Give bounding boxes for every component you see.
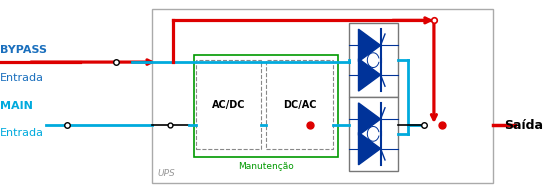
Text: Manutenção: Manutenção (238, 162, 294, 171)
Bar (266, 60, 333, 149)
Text: AC/DC: AC/DC (212, 100, 245, 110)
Bar (349, 97, 398, 171)
Bar (196, 60, 261, 149)
Polygon shape (359, 59, 380, 91)
Text: UPS: UPS (158, 169, 175, 178)
Polygon shape (359, 29, 380, 62)
Text: Saída: Saída (504, 119, 543, 132)
Polygon shape (359, 132, 380, 165)
Bar (349, 23, 398, 97)
Text: MAIN: MAIN (0, 101, 33, 111)
Text: Entrada: Entrada (0, 73, 44, 83)
Text: BYPASS: BYPASS (0, 45, 47, 55)
Text: Entrada: Entrada (0, 128, 44, 138)
Polygon shape (359, 103, 380, 135)
Bar (153, 9, 493, 183)
Text: DC/AC: DC/AC (283, 100, 316, 110)
Bar (193, 55, 338, 157)
